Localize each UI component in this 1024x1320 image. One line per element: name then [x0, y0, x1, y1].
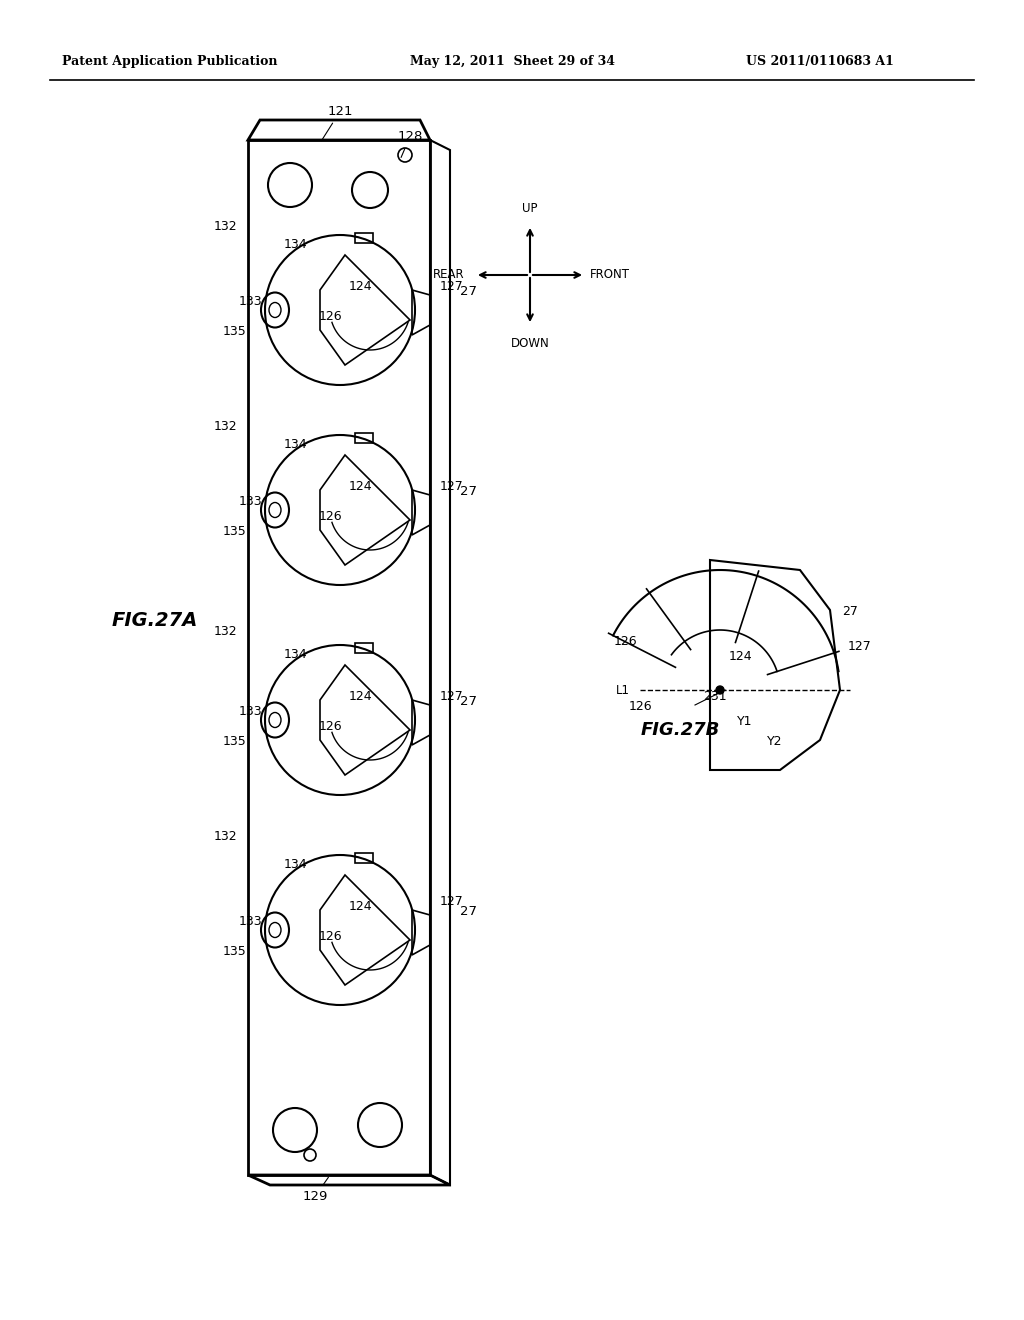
Text: 124: 124 [348, 690, 372, 704]
Text: 128: 128 [397, 129, 423, 157]
Text: L1: L1 [616, 684, 630, 697]
Text: 126: 126 [628, 700, 652, 713]
Text: 126: 126 [318, 719, 342, 733]
Text: 133: 133 [239, 915, 262, 928]
Text: 127: 127 [440, 480, 464, 492]
Text: 27: 27 [460, 696, 477, 708]
Text: 133: 133 [239, 495, 262, 508]
Text: 27: 27 [460, 906, 477, 917]
Text: 121: 121 [322, 106, 352, 141]
Text: DOWN: DOWN [511, 337, 549, 350]
Text: 135: 135 [223, 945, 247, 958]
Text: 132: 132 [213, 624, 237, 638]
Circle shape [716, 686, 724, 694]
Text: 134: 134 [284, 238, 307, 251]
Text: 126: 126 [318, 931, 342, 942]
Text: 124: 124 [348, 280, 372, 293]
Text: REAR: REAR [433, 268, 465, 281]
Text: 132: 132 [213, 830, 237, 843]
Text: Y2: Y2 [767, 735, 782, 748]
Text: Patent Application Publication: Patent Application Publication [62, 55, 278, 69]
Text: 126: 126 [613, 635, 637, 648]
Text: 126: 126 [318, 510, 342, 523]
Text: FIG.27A: FIG.27A [112, 610, 199, 630]
Text: 124: 124 [348, 480, 372, 492]
Text: UP: UP [522, 202, 538, 215]
Text: 231: 231 [703, 690, 727, 704]
Text: 132: 132 [213, 420, 237, 433]
Text: 127: 127 [440, 895, 464, 908]
Text: 127: 127 [440, 280, 464, 293]
Text: 124: 124 [728, 649, 752, 663]
Text: 134: 134 [284, 648, 307, 661]
Text: 133: 133 [239, 294, 262, 308]
Text: 124: 124 [348, 900, 372, 913]
Text: 126: 126 [318, 310, 342, 323]
Text: FRONT: FRONT [590, 268, 630, 281]
Text: May 12, 2011  Sheet 29 of 34: May 12, 2011 Sheet 29 of 34 [410, 55, 614, 69]
Text: 135: 135 [223, 525, 247, 539]
Text: 27: 27 [460, 285, 477, 298]
Text: 134: 134 [284, 438, 307, 451]
Text: 135: 135 [223, 735, 247, 748]
Text: 27: 27 [842, 605, 858, 618]
Text: 132: 132 [213, 220, 237, 234]
Text: Y1: Y1 [737, 715, 753, 729]
Text: 133: 133 [239, 705, 262, 718]
Text: US 2011/0110683 A1: US 2011/0110683 A1 [746, 55, 894, 69]
Text: 127: 127 [848, 640, 871, 653]
Text: 134: 134 [284, 858, 307, 871]
Text: 127: 127 [440, 690, 464, 704]
Text: 129: 129 [302, 1177, 329, 1203]
Text: 135: 135 [223, 325, 247, 338]
Text: FIG.27B: FIG.27B [640, 721, 720, 739]
Text: 27: 27 [460, 484, 477, 498]
